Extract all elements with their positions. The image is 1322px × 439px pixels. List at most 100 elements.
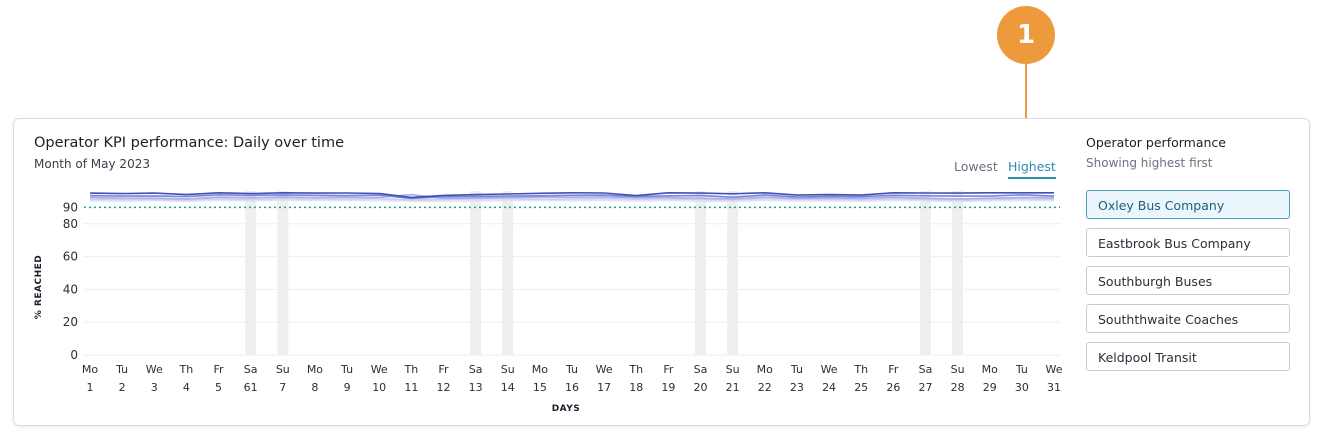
weekend-shade — [919, 191, 931, 355]
x-tick-day: We — [821, 363, 838, 376]
x-tick-date: 24 — [822, 381, 836, 394]
weekend-shade — [952, 191, 964, 355]
x-tick-date: 9 — [344, 381, 351, 394]
x-tick-day: We — [371, 363, 388, 376]
x-tick-day: We — [1046, 363, 1063, 376]
x-tick-day: Mo — [982, 363, 998, 376]
x-tick-date: 27 — [918, 381, 932, 394]
x-tick-day: Tu — [1015, 363, 1028, 376]
x-tick-day: Sa — [244, 363, 258, 376]
series-line — [89, 197, 1055, 201]
x-tick-date: 28 — [951, 381, 965, 394]
x-tick-date: 17 — [597, 381, 611, 394]
weekend-shade — [727, 191, 739, 355]
series-line — [89, 199, 1055, 203]
x-tick-day: Th — [403, 363, 418, 376]
x-tick-day: Fr — [438, 363, 449, 376]
x-tick-day: Fr — [888, 363, 899, 376]
operator-panel: Operator performance Showing highest fir… — [1086, 135, 1290, 380]
weekend-shade — [502, 191, 514, 355]
x-tick-day: Mo — [757, 363, 773, 376]
x-tick-date: 1 — [87, 381, 94, 394]
chart-title: Operator KPI performance: Daily over tim… — [34, 135, 345, 151]
operator-item[interactable]: Oxley Bus Company — [1086, 190, 1290, 219]
x-tick-day: Mo — [532, 363, 548, 376]
x-tick-day: Tu — [565, 363, 578, 376]
x-tick-day: Su — [501, 363, 515, 376]
x-tick-day: Tu — [340, 363, 353, 376]
x-tick-day: Fr — [214, 363, 225, 376]
sort-highest-toggle[interactable]: Highest — [1008, 159, 1056, 179]
weekend-shade — [470, 191, 482, 355]
y-tick-label: 0 — [70, 348, 78, 362]
series-line — [89, 193, 1055, 200]
x-tick-day: Tu — [790, 363, 803, 376]
x-tick-day: Su — [276, 363, 290, 376]
x-tick-date: 5 — [215, 381, 222, 394]
y-tick-label: 80 — [63, 217, 78, 231]
x-tick-date: 11 — [404, 381, 418, 394]
y-tick-label: 60 — [63, 250, 78, 264]
operator-item[interactable]: Southburgh Buses — [1086, 266, 1290, 295]
x-axis-label: DAYS — [552, 404, 581, 414]
operator-item[interactable]: Souththwaite Coaches — [1086, 304, 1290, 333]
x-tick-date: 22 — [758, 381, 772, 394]
x-tick-date: 8 — [311, 381, 318, 394]
x-tick-date: 26 — [886, 381, 900, 394]
x-tick-date: 20 — [694, 381, 708, 394]
weekend-shade — [245, 191, 257, 355]
operator-panel-title: Operator performance — [1086, 135, 1226, 150]
y-tick-label: 40 — [63, 282, 78, 296]
x-tick-day: Tu — [115, 363, 128, 376]
chart-subtitle: Month of May 2023 — [34, 157, 150, 171]
weekend-shade — [277, 191, 289, 355]
operator-list: Oxley Bus Company Eastbrook Bus Company So… — [1086, 190, 1290, 371]
x-tick-date: 14 — [501, 381, 515, 394]
operator-item[interactable]: Keldpool Transit — [1086, 342, 1290, 371]
x-tick-day: Su — [726, 363, 740, 376]
x-tick-day: We — [146, 363, 163, 376]
x-tick-date: 29 — [983, 381, 997, 394]
kpi-line-chart: 0 20 40 60 80 90 Mo 1 Tu 2 We 3 Th 4 Fr 5 Sa 61 Su 7 Mo 8 Tu 9 W… — [34, 191, 1063, 414]
x-tick-date: 15 — [533, 381, 547, 394]
x-tick-date: 30 — [1015, 381, 1029, 394]
x-tick-date: 4 — [183, 381, 190, 394]
x-tick-date: 3 — [151, 381, 158, 394]
sort-lowest-toggle[interactable]: Lowest — [954, 159, 998, 174]
callout-line — [1025, 64, 1027, 146]
x-tick-date: 10 — [372, 381, 386, 394]
x-tick-day: Mo — [307, 363, 323, 376]
x-tick-date: 21 — [726, 381, 740, 394]
x-tick-day: Mo — [82, 363, 98, 376]
x-tick-day: Sa — [694, 363, 708, 376]
x-tick-date: 16 — [565, 381, 579, 394]
operator-panel-subtitle: Showing highest first — [1086, 156, 1213, 170]
x-tick-date: 18 — [629, 381, 643, 394]
x-tick-day: Su — [951, 363, 965, 376]
y-tick-label: 90 — [63, 200, 78, 214]
kpi-card: Operator KPI performance: Daily over tim… — [13, 118, 1310, 426]
x-tick-day: Th — [179, 363, 194, 376]
x-tick-day: Sa — [469, 363, 483, 376]
y-axis-label: % REACHED — [34, 255, 44, 319]
operator-item[interactable]: Eastbrook Bus Company — [1086, 228, 1290, 257]
x-tick-day: Fr — [663, 363, 674, 376]
x-tick-day: We — [596, 363, 613, 376]
x-tick-day: Sa — [919, 363, 933, 376]
x-tick-date: 7 — [279, 381, 286, 394]
x-tick-date: 31 — [1047, 381, 1061, 394]
series-line — [89, 192, 1054, 199]
x-tick-day: Th — [853, 363, 868, 376]
x-tick-date: 2 — [119, 381, 126, 394]
x-tick-day: Th — [628, 363, 643, 376]
x-tick-date: 25 — [854, 381, 868, 394]
x-tick-date: 13 — [469, 381, 483, 394]
x-tick-date: 19 — [661, 381, 675, 394]
weekend-shade — [695, 191, 707, 355]
series-line — [89, 194, 1055, 200]
x-tick-date: 23 — [790, 381, 804, 394]
x-tick-date: 61 — [244, 381, 258, 394]
y-tick-label: 20 — [63, 315, 78, 329]
x-tick-date: 12 — [436, 381, 450, 394]
callout-badge: 1 — [997, 6, 1055, 64]
